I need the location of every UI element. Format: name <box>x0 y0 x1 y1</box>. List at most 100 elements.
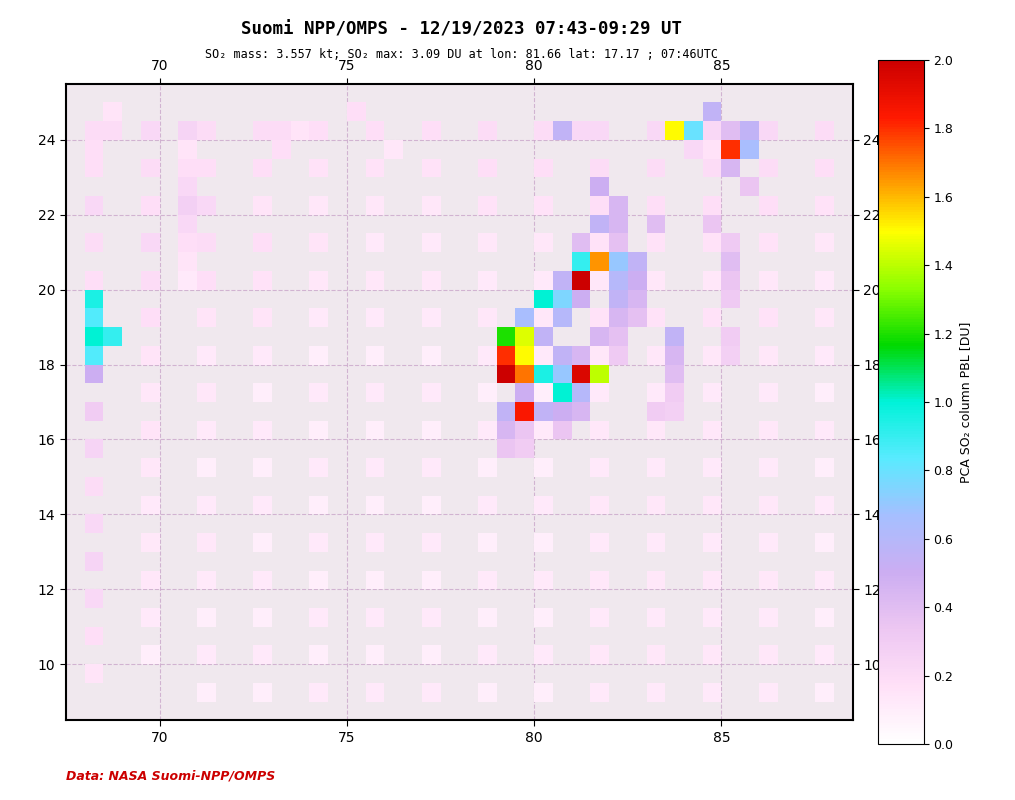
Bar <box>104 102 122 121</box>
Bar <box>591 234 609 252</box>
Bar <box>553 365 571 383</box>
Bar <box>553 121 571 140</box>
Bar <box>478 683 496 702</box>
Bar <box>141 271 159 290</box>
Bar <box>591 365 609 383</box>
Bar <box>84 626 104 646</box>
Bar <box>197 346 216 365</box>
Bar <box>571 346 591 365</box>
Bar <box>591 308 609 327</box>
Bar <box>759 196 777 214</box>
Bar <box>591 308 609 327</box>
Bar <box>591 608 609 626</box>
Bar <box>553 290 571 308</box>
Bar <box>84 121 104 140</box>
Bar <box>647 346 665 365</box>
Bar <box>647 196 665 214</box>
Bar <box>702 383 722 402</box>
Bar <box>591 271 609 290</box>
Bar <box>141 421 159 439</box>
Bar <box>422 383 441 402</box>
Bar <box>478 533 496 552</box>
Bar <box>722 290 740 308</box>
Bar <box>553 402 571 421</box>
Bar <box>197 271 216 290</box>
Bar <box>591 421 609 439</box>
Bar <box>84 196 104 214</box>
Bar <box>759 308 777 327</box>
Bar <box>571 271 591 290</box>
Bar <box>141 196 159 214</box>
Bar <box>534 570 553 590</box>
Bar <box>254 196 272 214</box>
Bar <box>534 121 553 140</box>
Bar <box>759 683 777 702</box>
Bar <box>665 365 684 383</box>
Bar <box>534 308 553 327</box>
Bar <box>197 308 216 327</box>
Bar <box>141 121 159 140</box>
Bar <box>422 496 441 514</box>
Bar <box>815 271 834 290</box>
Bar <box>254 234 272 252</box>
Bar <box>310 234 328 252</box>
Bar <box>665 346 684 365</box>
Bar <box>254 383 272 402</box>
Bar <box>496 439 516 458</box>
Bar <box>591 271 609 290</box>
Bar <box>422 271 441 290</box>
Bar <box>815 308 834 327</box>
Bar <box>609 290 628 308</box>
Bar <box>422 196 441 214</box>
Bar <box>702 458 722 477</box>
Bar <box>591 234 609 252</box>
Bar <box>591 646 609 664</box>
Bar <box>84 327 104 346</box>
Bar <box>254 570 272 590</box>
Bar <box>815 570 834 590</box>
Bar <box>84 552 104 570</box>
Bar <box>534 683 553 702</box>
Bar <box>702 140 722 158</box>
Bar <box>553 271 571 290</box>
Bar <box>534 402 553 421</box>
Bar <box>815 121 834 140</box>
Bar <box>815 646 834 664</box>
Bar <box>759 646 777 664</box>
Bar <box>815 346 834 365</box>
Bar <box>422 608 441 626</box>
Bar <box>759 271 777 290</box>
Bar <box>534 290 553 308</box>
Bar <box>141 308 159 327</box>
Bar <box>534 646 553 664</box>
Bar <box>628 271 647 290</box>
Bar <box>702 646 722 664</box>
Bar <box>591 533 609 552</box>
Bar <box>84 439 104 458</box>
Bar <box>197 646 216 664</box>
Bar <box>702 308 722 327</box>
Bar <box>365 608 385 626</box>
Bar <box>365 421 385 439</box>
Bar <box>141 496 159 514</box>
Bar <box>571 121 591 140</box>
Bar <box>516 365 534 383</box>
Bar <box>571 383 591 402</box>
Bar <box>759 121 777 140</box>
Bar <box>647 458 665 477</box>
Bar <box>84 234 104 252</box>
Bar <box>84 402 104 421</box>
Bar <box>179 234 197 252</box>
Bar <box>722 140 740 158</box>
Bar <box>591 383 609 402</box>
Bar <box>534 346 553 365</box>
Bar <box>534 533 553 552</box>
Bar <box>422 121 441 140</box>
Bar <box>422 458 441 477</box>
Bar <box>571 290 591 308</box>
Bar <box>609 234 628 252</box>
Bar <box>534 196 553 214</box>
Bar <box>534 421 553 439</box>
Bar <box>702 234 722 252</box>
Bar <box>534 365 553 383</box>
